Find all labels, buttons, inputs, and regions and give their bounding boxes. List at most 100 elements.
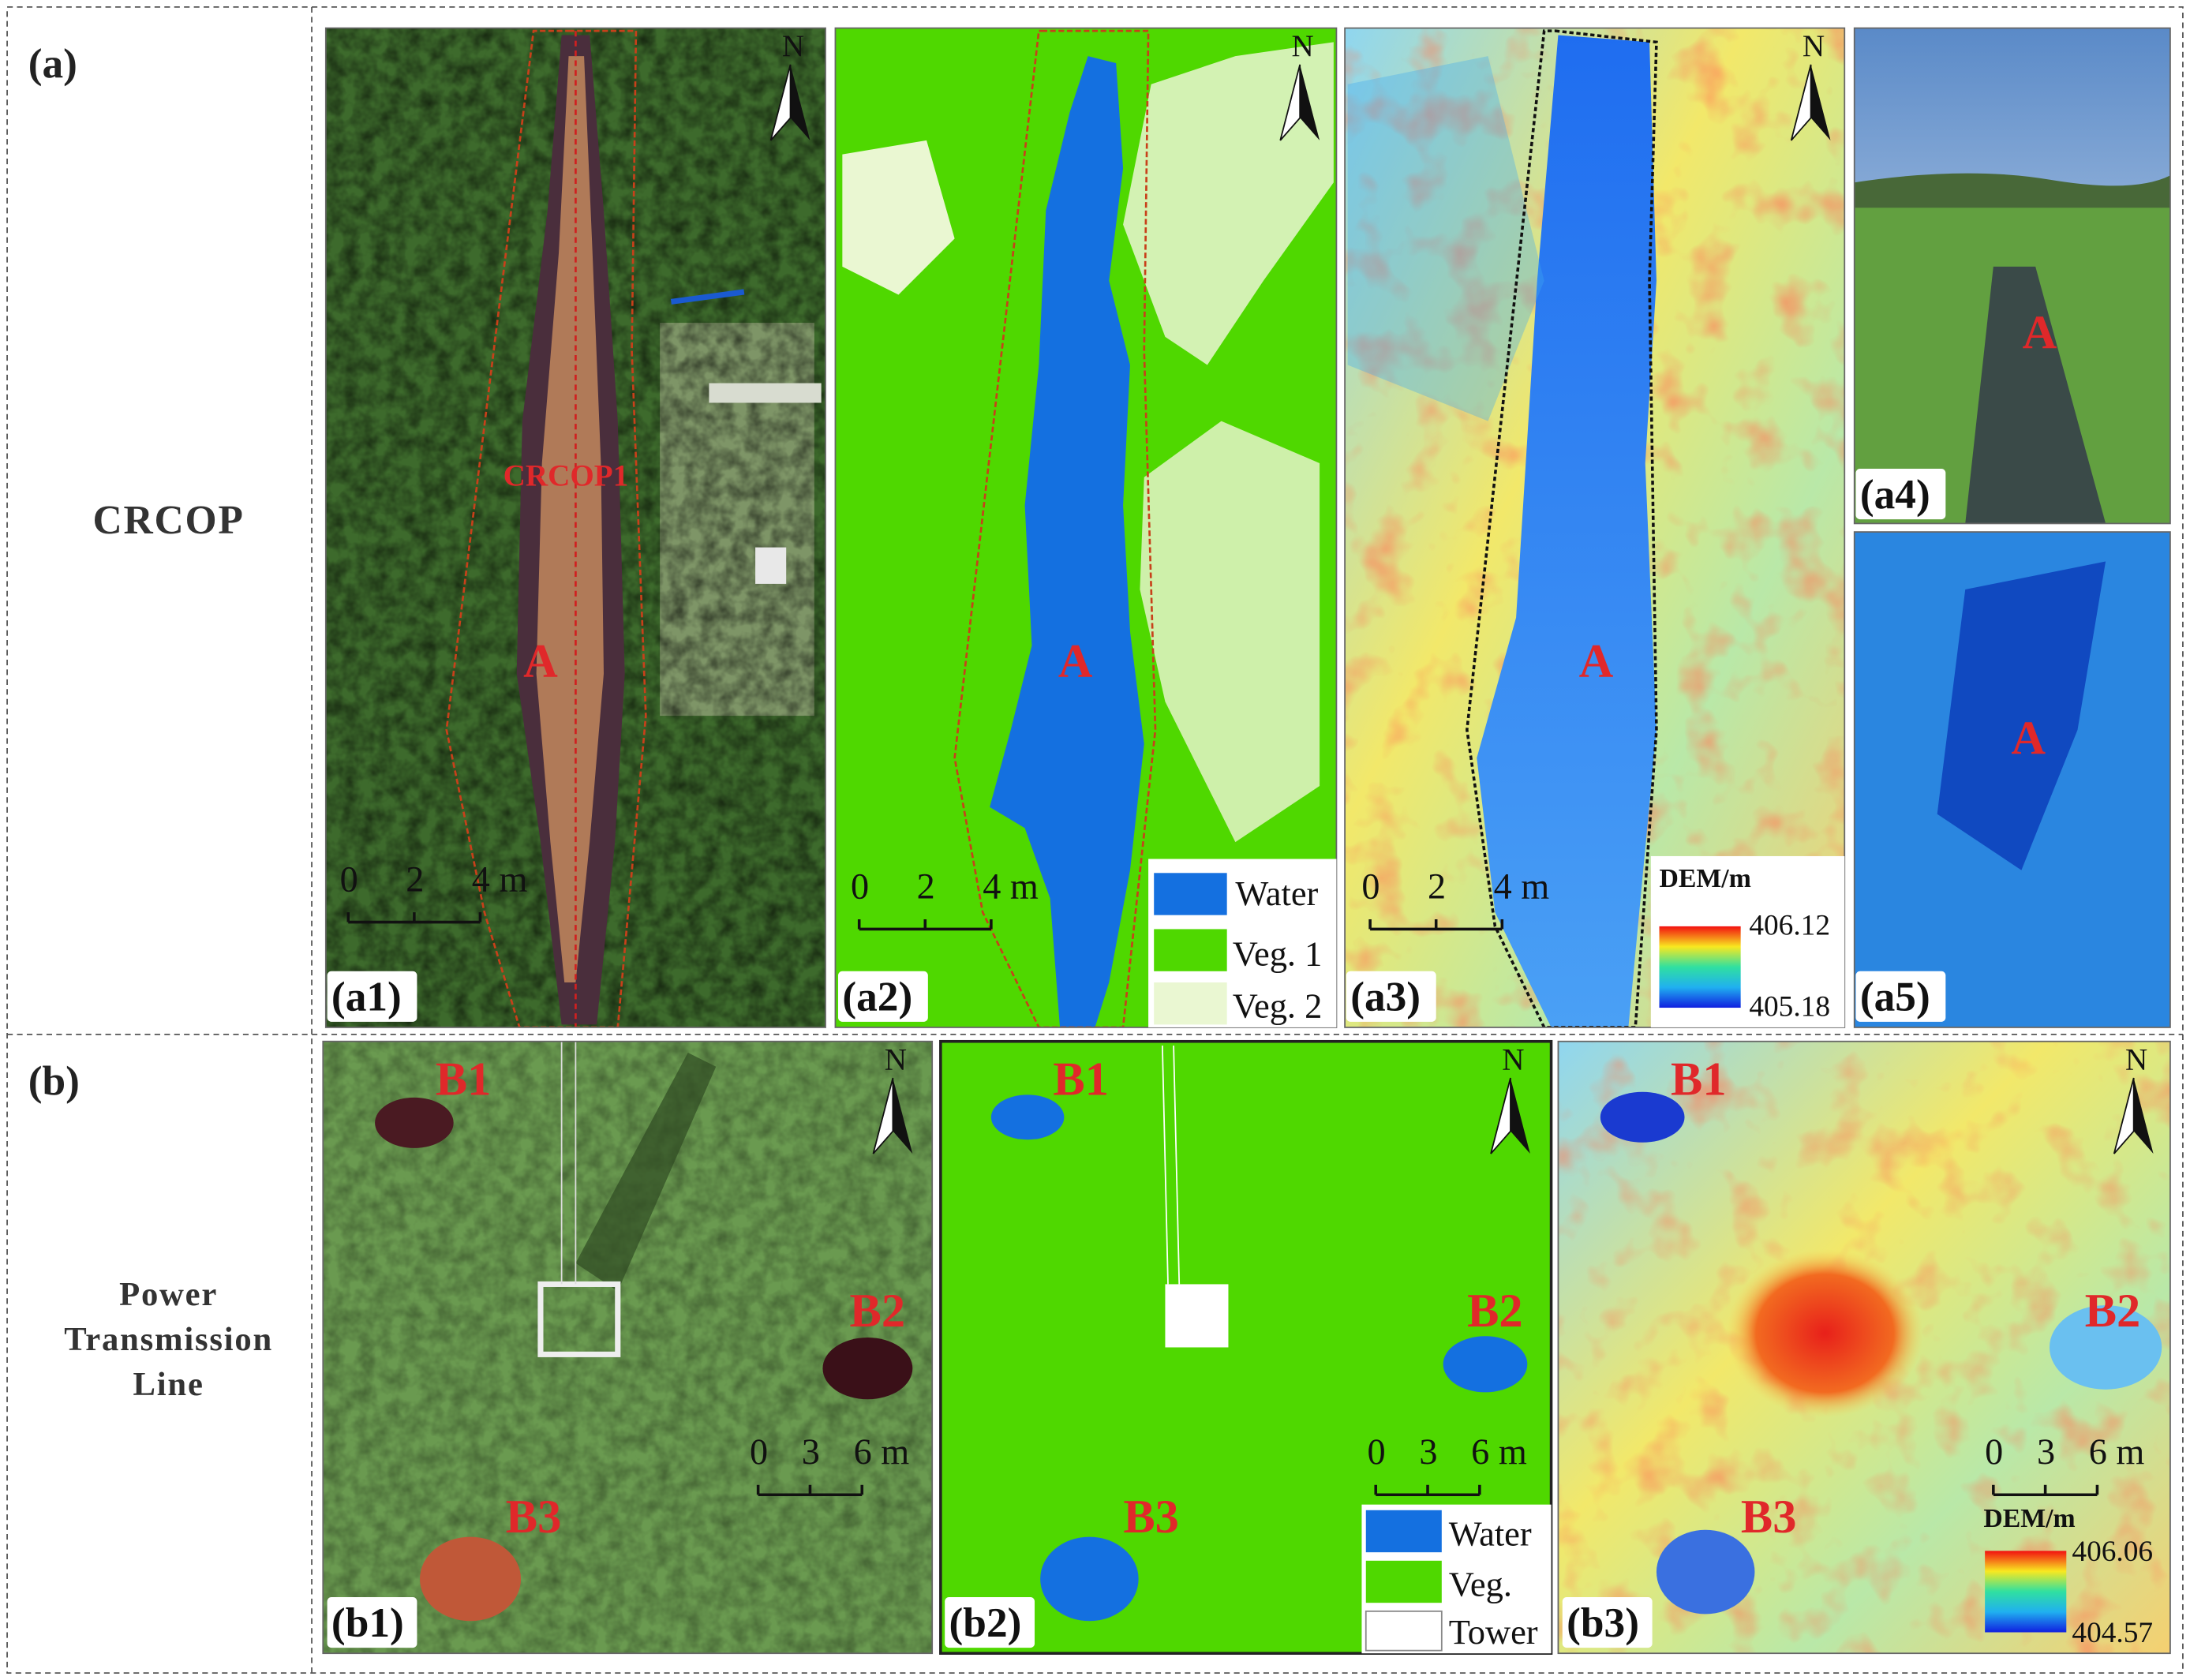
north-label: N <box>1803 29 1825 63</box>
scale-label: 2 <box>406 859 424 900</box>
panel-border <box>1344 27 1846 1028</box>
colorbar-min: 405.18 <box>1749 991 1830 1023</box>
north-arrow <box>872 1077 894 1154</box>
north-arrow <box>1790 64 1812 141</box>
legend-label: Veg. 1 <box>1233 934 1323 974</box>
scale-label: 4 m <box>1494 866 1550 907</box>
panel-b3-image <box>1558 1041 2170 1654</box>
frame <box>6 6 2184 1674</box>
panel-border <box>1853 27 2171 525</box>
panel-label-box <box>327 971 417 1022</box>
colorbar-min: 404.57 <box>2072 1617 2153 1649</box>
row-name: Power <box>119 1276 218 1313</box>
north-label: N <box>885 1042 907 1076</box>
panel-label-box <box>1855 971 1946 1022</box>
colorbar-max: 406.12 <box>1749 910 1830 942</box>
legend <box>1361 1504 1552 1654</box>
panel-label-box <box>1855 469 1946 520</box>
scale-label: 0 <box>340 859 358 900</box>
colorbar-title: DEM/m <box>1660 864 1751 893</box>
row-label: (b) <box>28 1057 80 1104</box>
panel-b1-image <box>323 1041 933 1654</box>
site-label: B2 <box>850 1285 906 1338</box>
scale-label: 3 <box>802 1432 820 1472</box>
north-label: N <box>782 29 804 63</box>
scale-label: 2 <box>1428 866 1446 907</box>
legend-label: Tower <box>1449 1612 1538 1652</box>
colorbar-max: 406.06 <box>2072 1536 2153 1568</box>
panel-border <box>1557 1040 2171 1655</box>
scale-label: 6 m <box>1471 1432 1527 1472</box>
north-arrow <box>1490 1077 1511 1154</box>
site-label: B1 <box>1671 1053 1727 1106</box>
scale-label: 3 <box>2037 1432 2055 1472</box>
row-name: Line <box>133 1366 204 1403</box>
colorbar-title: DEM/m <box>1983 1504 2075 1533</box>
site-label: B2 <box>2085 1285 2141 1338</box>
legend-label: Water <box>1449 1513 1532 1553</box>
colorbar-box <box>1650 855 1845 1027</box>
panel-label: (b3) <box>1567 1599 1639 1646</box>
site-label: B3 <box>506 1491 562 1543</box>
scale-label: 6 m <box>854 1432 910 1472</box>
scale-label: 0 <box>1985 1432 2003 1472</box>
panel-label-box <box>327 1597 417 1648</box>
panel-border <box>322 1040 934 1655</box>
panel-label: (b2) <box>949 1599 1022 1646</box>
north-arrow <box>1279 64 1301 141</box>
panel-label: (b1) <box>331 1599 404 1646</box>
scale-label: 0 <box>851 866 869 907</box>
scale-label: 3 <box>1419 1432 1437 1472</box>
site-label: B1 <box>436 1053 492 1106</box>
panel-label-box <box>945 1597 1035 1648</box>
scale-label: 4 m <box>983 866 1039 907</box>
north-arrow <box>790 64 810 140</box>
scale-label: 0 <box>1368 1432 1386 1472</box>
panel-label: (a2) <box>842 973 912 1020</box>
site-label: A <box>2023 306 2057 359</box>
panel-a5-image <box>1854 532 2170 1027</box>
scale-label: 0 <box>750 1432 768 1472</box>
panel-border <box>939 1039 1553 1655</box>
site-label: A <box>523 634 558 687</box>
scale-label: 6 m <box>2089 1432 2145 1472</box>
site-label: B1 <box>1053 1053 1109 1106</box>
north-label: N <box>1292 29 1314 63</box>
north-arrow <box>769 64 792 141</box>
site-label: A <box>1579 634 1614 687</box>
panel-label-box <box>838 971 928 1022</box>
panel-label-box <box>1562 1597 1653 1648</box>
panel-label: (a5) <box>1860 973 1930 1020</box>
transect-label: CRCOP1 <box>504 458 629 492</box>
scale-label: 4 m <box>472 859 528 900</box>
legend-label: Veg. <box>1449 1564 1512 1603</box>
panel-border <box>834 27 1338 1028</box>
site-label: B3 <box>1741 1491 1797 1543</box>
north-arrow <box>2113 1077 2135 1154</box>
legend <box>1148 859 1337 1027</box>
row-name: CRCOP <box>93 498 245 543</box>
row-label: (a) <box>28 39 77 87</box>
site-label: A <box>2011 712 2046 765</box>
site-label: A <box>1058 634 1093 687</box>
row-name: Transmission <box>64 1321 273 1358</box>
panel-border <box>1853 531 2171 1028</box>
panel-a1-image <box>325 28 826 1027</box>
legend-label: Veg. 2 <box>1233 986 1323 1025</box>
north-arrow <box>1510 1077 1530 1154</box>
panel-border <box>324 27 826 1028</box>
panel-label-box <box>1346 971 1436 1022</box>
north-label: N <box>2125 1042 2147 1076</box>
panel-label: (a1) <box>331 973 402 1020</box>
scale-label: 0 <box>1361 866 1380 907</box>
colorbar <box>1985 1551 2067 1633</box>
legend-label: Water <box>1235 874 1318 913</box>
panel-label: (a3) <box>1350 973 1421 1020</box>
site-label: B2 <box>1467 1285 1523 1338</box>
north-label: N <box>1502 1042 1524 1076</box>
scale-label: 2 <box>917 866 935 907</box>
site-label: B3 <box>1123 1491 1179 1543</box>
panel-label: (a4) <box>1860 470 1930 518</box>
panel-a4-image <box>1854 28 2170 524</box>
